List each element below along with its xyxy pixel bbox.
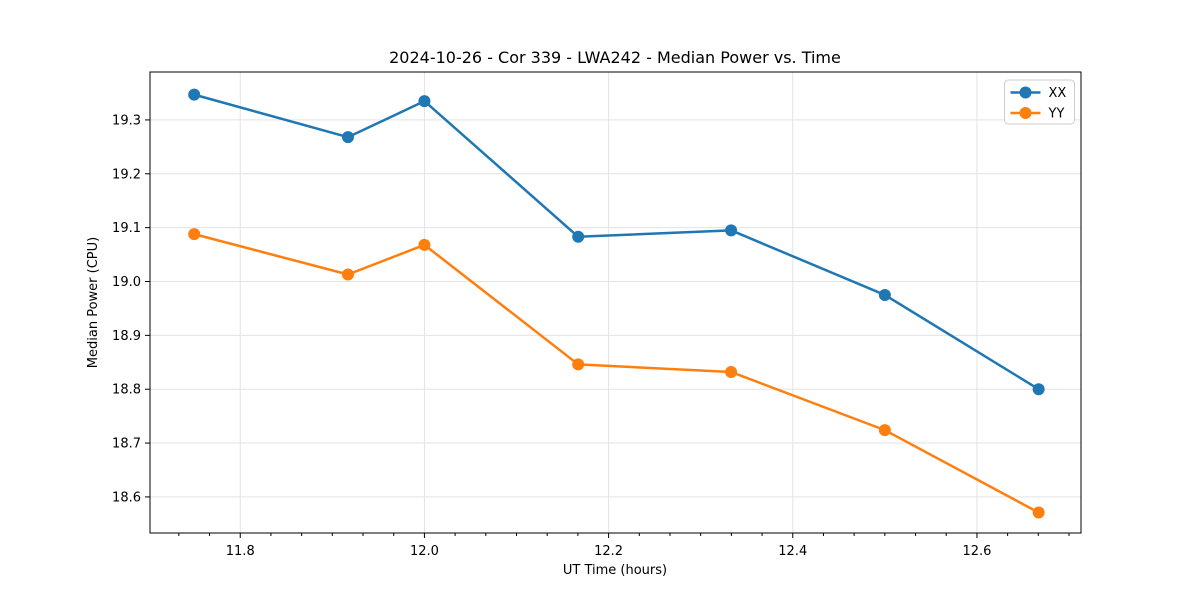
data-point-yy <box>878 424 891 437</box>
axes-group <box>149 71 1082 534</box>
series-group <box>188 88 1045 519</box>
y-axis-label: Median Power (CPU) <box>86 237 101 368</box>
data-point-yy <box>572 358 585 371</box>
y-tick-label: 18.8 <box>112 383 141 398</box>
x-axis-label: UT Time (hours) <box>563 563 667 578</box>
legend-swatch-marker <box>1019 107 1032 119</box>
x-tick-label: 12.4 <box>778 544 807 559</box>
data-point-yy <box>418 238 431 251</box>
data-point-yy <box>725 365 738 378</box>
legend-swatch-marker <box>1019 86 1032 99</box>
x-tick-label: 11.8 <box>226 544 255 559</box>
y-tick-label: 19.2 <box>112 167 141 182</box>
data-point-yy <box>1032 506 1045 519</box>
data-point-xx <box>878 288 891 301</box>
chart-title: 2024-10-26 - Cor 339 - LWA242 - Median P… <box>389 48 841 67</box>
x-tick-label: 12.0 <box>410 544 439 559</box>
data-point-xx <box>188 88 201 101</box>
plot-area <box>149 71 1082 534</box>
legend-label: XX <box>1049 86 1067 101</box>
y-tick-label: 19.1 <box>112 221 141 236</box>
data-point-xx <box>725 224 738 237</box>
grid-group <box>150 72 1081 533</box>
y-tick-label: 18.9 <box>112 329 141 344</box>
data-point-xx <box>341 131 354 144</box>
legend: XX YY <box>1004 79 1075 125</box>
y-tick-label: 18.7 <box>112 437 141 452</box>
x-tick-label: 12.2 <box>594 544 623 559</box>
tick-group: 11.8 12.0 12.2 12.4 12.6 18.6 18.7 18.8 18.9 19.0… <box>112 113 1070 559</box>
y-tick-label: 18.6 <box>112 490 141 505</box>
data-point-xx <box>572 230 585 243</box>
y-tick-label: 19.0 <box>112 275 141 290</box>
series-line-yy <box>192 232 1040 514</box>
series-line-xx <box>192 93 1040 391</box>
legend-label: YY <box>1048 107 1065 122</box>
data-point-yy <box>341 268 354 281</box>
data-point-xx <box>418 95 431 108</box>
x-tick-label: 12.6 <box>962 544 991 559</box>
data-point-xx <box>1032 383 1045 396</box>
data-point-yy <box>188 228 201 241</box>
y-tick-label: 19.3 <box>112 113 141 128</box>
